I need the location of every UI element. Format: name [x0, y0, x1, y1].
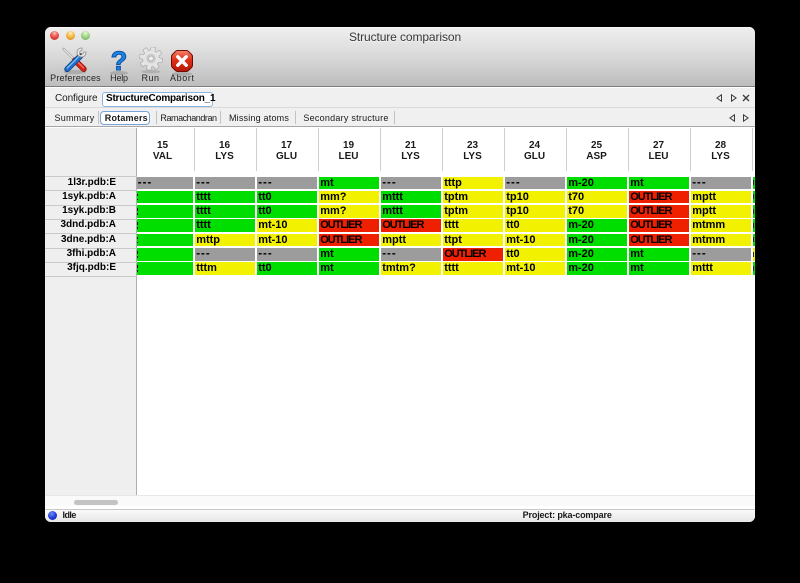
svg-text:?: ?: [111, 48, 128, 76]
